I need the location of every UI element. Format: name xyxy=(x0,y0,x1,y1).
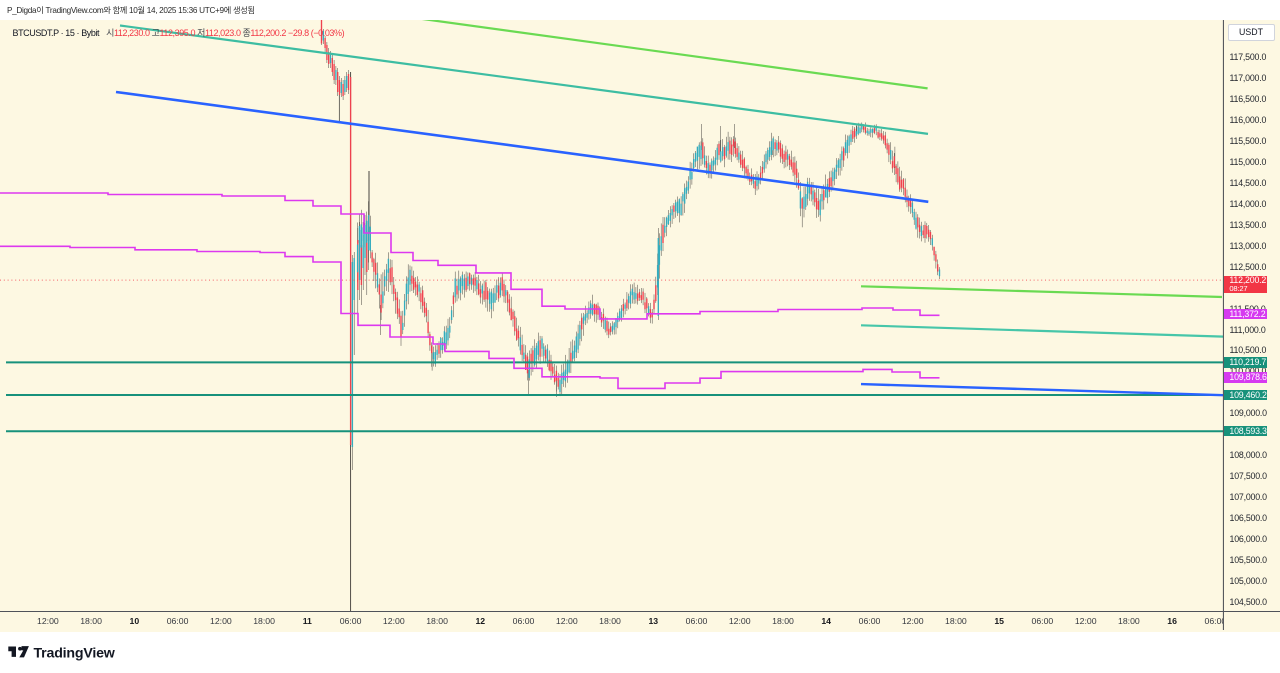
svg-text:TradingView: TradingView xyxy=(34,646,116,662)
